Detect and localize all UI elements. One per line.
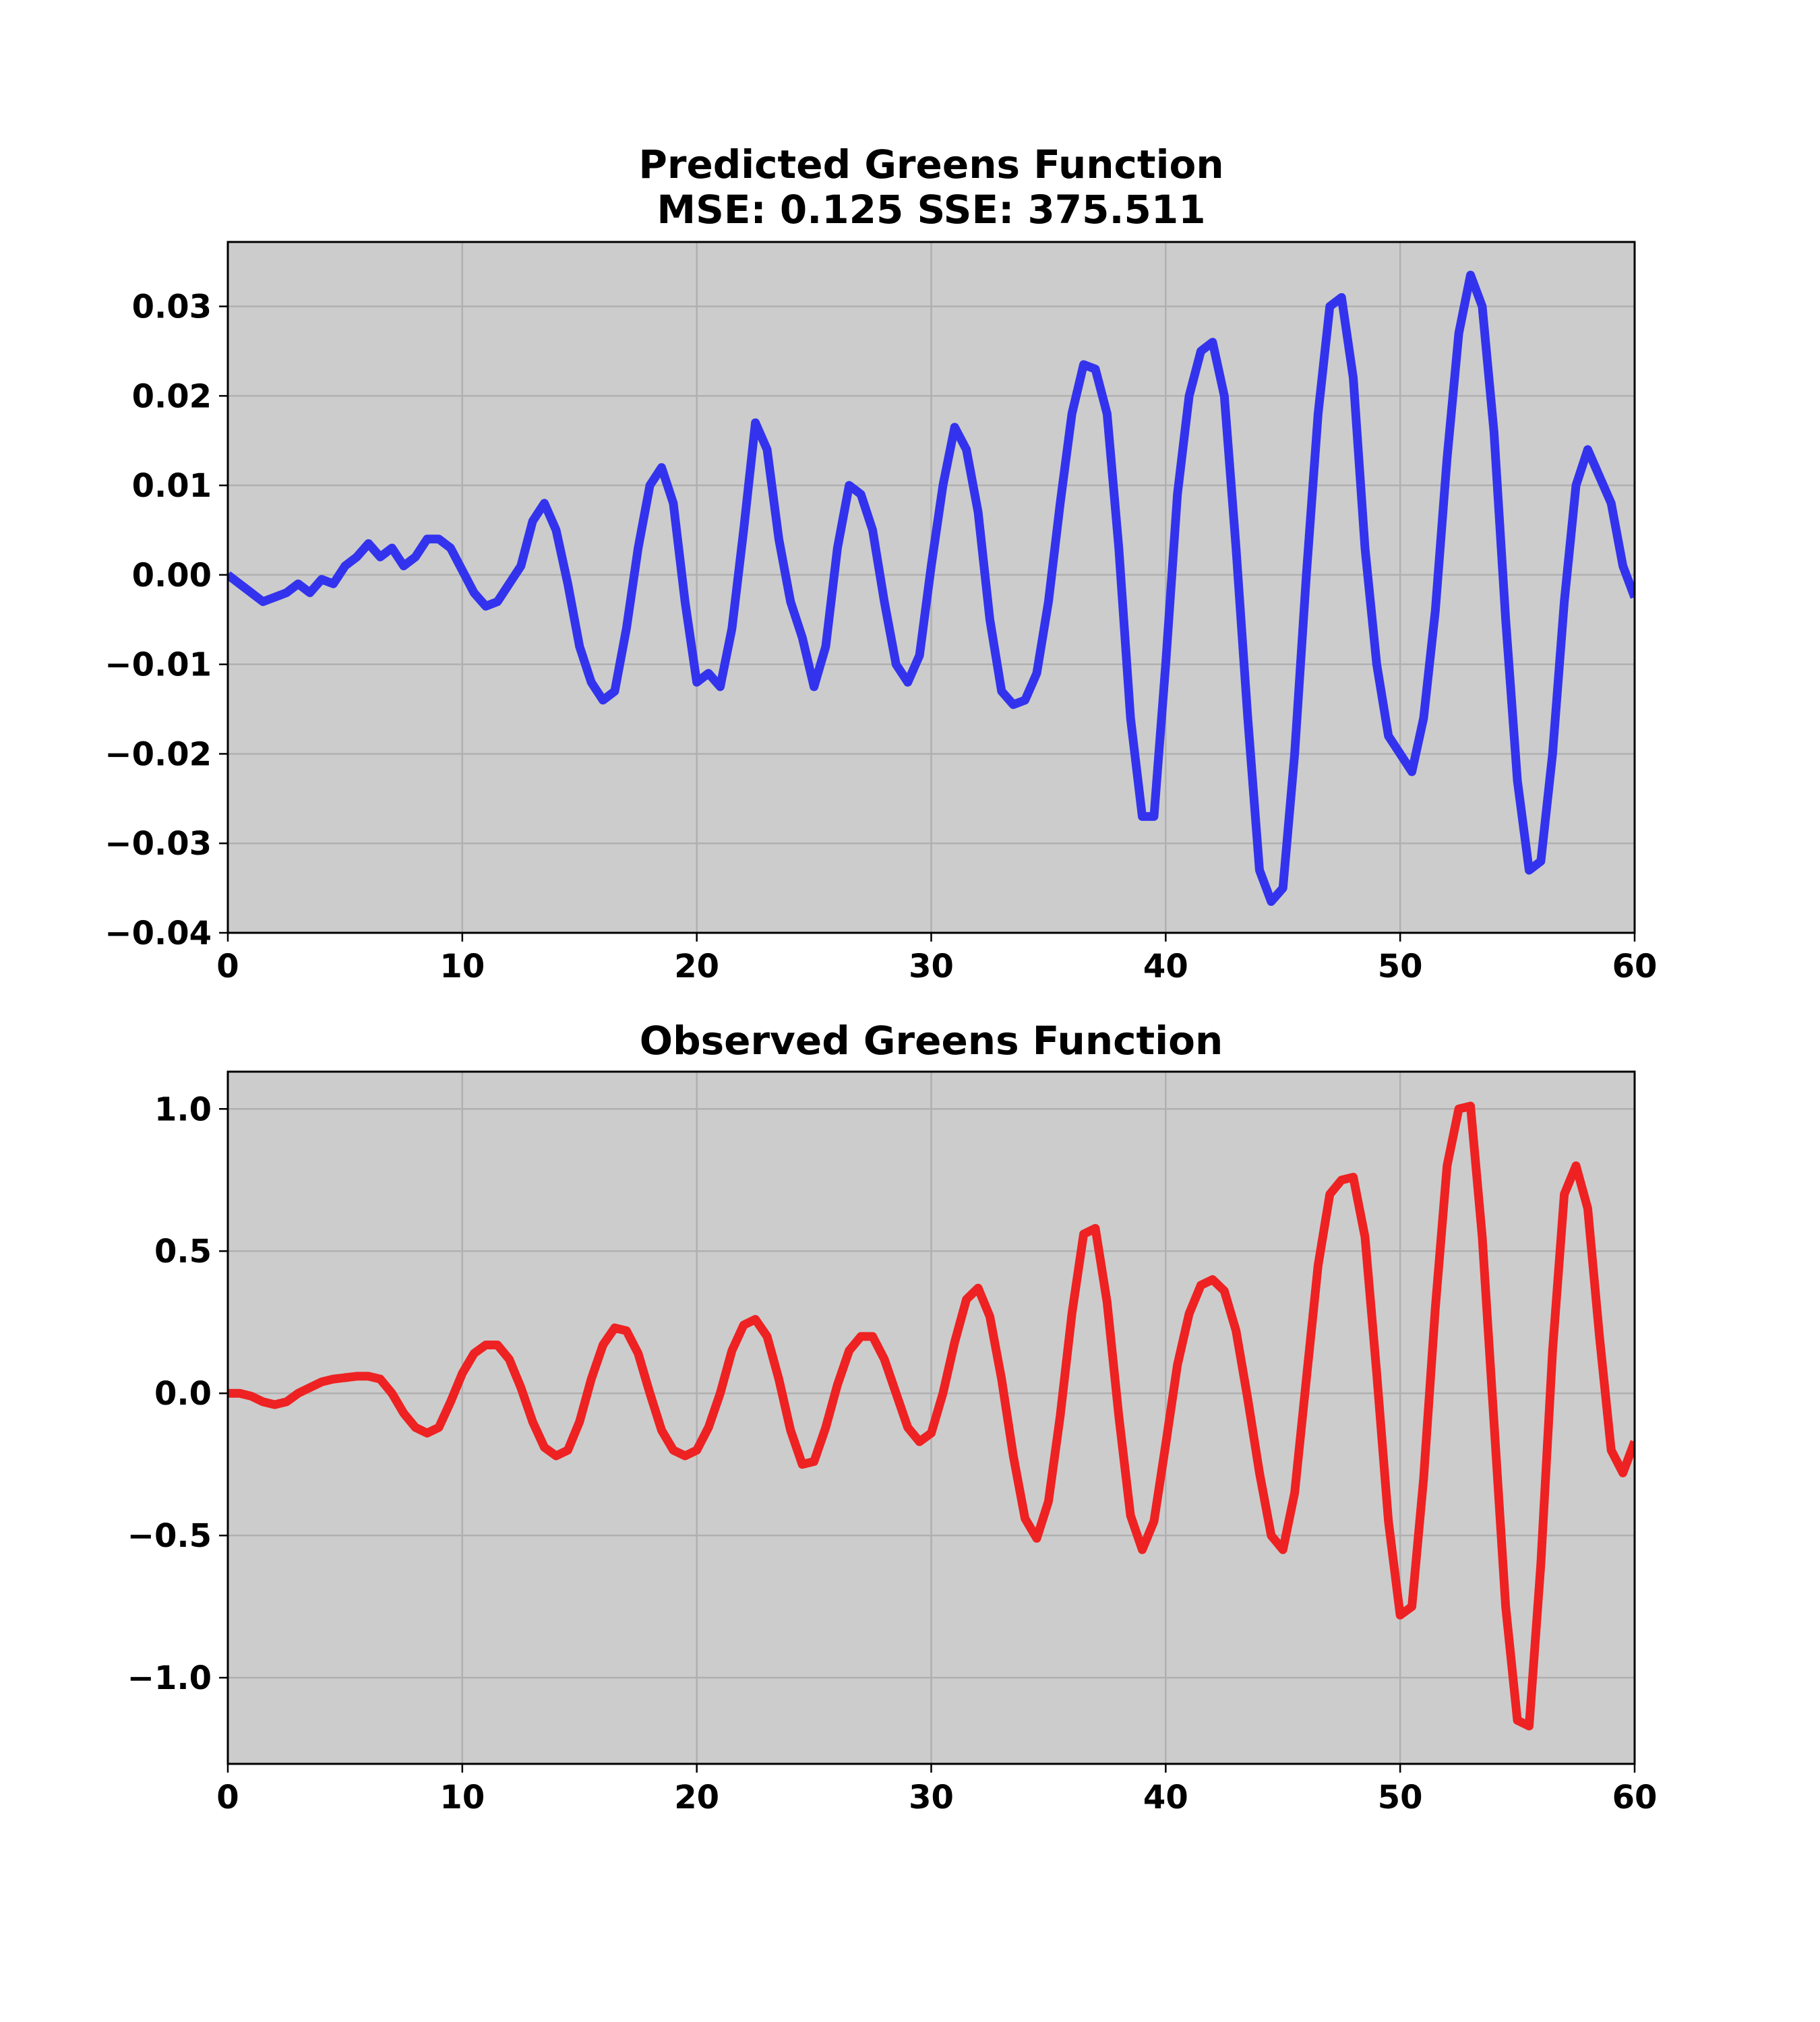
- y-tick-label: 0.02: [132, 377, 212, 415]
- x-tick-label: 50: [1378, 948, 1423, 985]
- x-tick-label: 20: [674, 1779, 719, 1816]
- x-tick-label: 50: [1378, 1779, 1423, 1816]
- x-tick-label: 20: [674, 948, 719, 985]
- data-line: [228, 270, 1635, 907]
- data-line: [228, 1101, 1635, 1731]
- chart-subtitle: MSE: 0.125 SSE: 375.511: [657, 187, 1205, 233]
- y-tick-label: 1.0: [154, 1091, 212, 1128]
- y-tick-label: 0.00: [132, 557, 212, 594]
- x-tick-label: 40: [1143, 1779, 1188, 1816]
- x-tick-label: 60: [1612, 948, 1658, 985]
- y-tick-label: −0.02: [104, 735, 212, 773]
- y-tick-label: 0.5: [154, 1233, 212, 1270]
- x-tick-label: 40: [1143, 948, 1188, 985]
- plot-frame: [226, 1070, 1636, 1765]
- y-tick-label: −0.5: [127, 1517, 212, 1555]
- chart-title: Observed Greens Function: [640, 1018, 1223, 1064]
- x-tick-label: 30: [909, 1779, 954, 1816]
- y-tick-label: 0.0: [154, 1375, 212, 1413]
- x-tick-label: 10: [439, 948, 485, 985]
- x-tick-label: 10: [439, 1779, 485, 1816]
- y-tick-label: −1.0: [127, 1659, 212, 1697]
- x-tick-label: 0: [216, 948, 239, 985]
- y-tick-label: −0.01: [104, 646, 212, 684]
- y-tick-label: −0.03: [104, 825, 212, 863]
- chart-title: Predicted Greens Function: [638, 142, 1223, 187]
- x-tick-label: 60: [1612, 1779, 1658, 1816]
- plot-frame: [226, 241, 1636, 934]
- y-tick-label: 0.03: [132, 288, 212, 326]
- x-tick-label: 30: [909, 948, 954, 985]
- x-tick-label: 0: [216, 1779, 239, 1816]
- y-tick-label: −0.04: [104, 915, 212, 952]
- y-tick-label: 0.01: [132, 467, 212, 505]
